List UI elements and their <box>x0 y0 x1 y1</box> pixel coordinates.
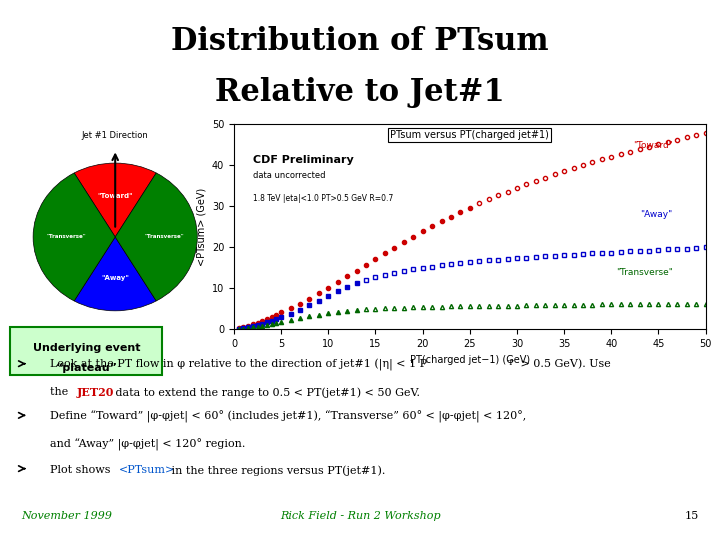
Text: "Away": "Away" <box>102 274 129 281</box>
Text: “plateau”: “plateau” <box>55 363 117 373</box>
Text: 1.8 TeV |eta|<1.0 PT>0.5 GeV R=0.7: 1.8 TeV |eta|<1.0 PT>0.5 GeV R=0.7 <box>253 194 393 203</box>
Text: November 1999: November 1999 <box>22 511 112 521</box>
Text: Define “Toward” |φ-φjet| < 60° (includes jet#1), “Transverse” 60° < |φ-φjet| < 1: Define “Toward” |φ-φjet| < 60° (includes… <box>50 410 526 423</box>
Text: T: T <box>508 359 513 367</box>
Text: CDF Preliminary: CDF Preliminary <box>253 155 354 165</box>
Text: Jet #1 Direction: Jet #1 Direction <box>82 131 148 140</box>
Text: Underlying event: Underlying event <box>32 343 140 353</box>
Text: Plot shows: Plot shows <box>50 465 114 476</box>
Text: 15: 15 <box>684 511 698 521</box>
Text: JET20: JET20 <box>77 387 114 398</box>
Wedge shape <box>74 237 156 311</box>
Text: "Transverse": "Transverse" <box>46 234 86 239</box>
Text: data to extend the range to 0.5 < PT(jet#1) < 50 GeV.: data to extend the range to 0.5 < PT(jet… <box>112 387 420 398</box>
Wedge shape <box>33 173 115 301</box>
Text: and “Away” |φ-φjet| < 120° region.: and “Away” |φ-φjet| < 120° region. <box>50 439 246 451</box>
Text: Look at the PT flow in φ relative to the direction of jet#1 (|η| < 1 P: Look at the PT flow in φ relative to the… <box>50 359 428 371</box>
Text: in the three regions versus PT(jet#1).: in the three regions versus PT(jet#1). <box>168 465 385 476</box>
Text: "Transverse": "Transverse" <box>145 234 184 239</box>
Text: Rick Field - Run 2 Workshop: Rick Field - Run 2 Workshop <box>279 511 441 521</box>
Text: Distribution of PTsum: Distribution of PTsum <box>171 26 549 57</box>
Wedge shape <box>74 163 156 237</box>
Text: "Toward": "Toward" <box>633 140 672 150</box>
Text: Relative to Jet#1: Relative to Jet#1 <box>215 77 505 108</box>
X-axis label: PT(charged jet−1) (GeV): PT(charged jet−1) (GeV) <box>410 355 530 365</box>
Y-axis label: <PTsum> (GeV): <PTsum> (GeV) <box>197 188 207 266</box>
FancyBboxPatch shape <box>10 327 163 375</box>
Text: PTsum versus PT(charged jet#1): PTsum versus PT(charged jet#1) <box>390 130 549 140</box>
Wedge shape <box>115 173 197 301</box>
Text: the: the <box>50 387 72 397</box>
Text: <PTsum>: <PTsum> <box>119 465 175 476</box>
Text: > 0.5 GeV). Use: > 0.5 GeV). Use <box>517 359 611 369</box>
Text: "Away": "Away" <box>640 211 672 219</box>
Text: "Toward": "Toward" <box>97 193 133 199</box>
Text: "Transverse": "Transverse" <box>616 268 672 277</box>
Text: data uncorrected: data uncorrected <box>253 171 325 180</box>
